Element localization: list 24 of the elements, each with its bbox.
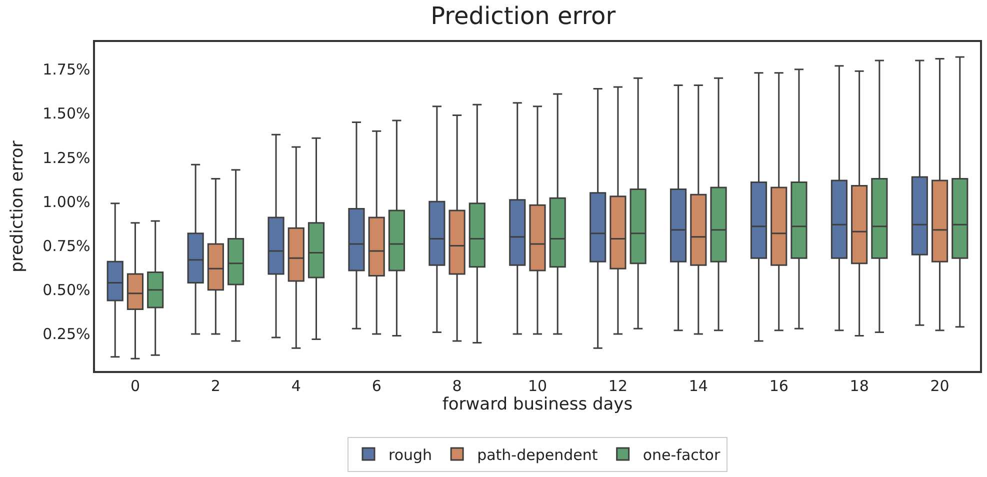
y-axis-title: prediction error — [8, 140, 28, 272]
y-tick-label: 0.25% — [42, 325, 90, 344]
x-tick-label: 6 — [372, 376, 382, 395]
x-tick-label: 8 — [452, 376, 462, 395]
chart-title: Prediction error — [430, 2, 616, 30]
y-tick-label: 1.50% — [42, 104, 90, 123]
x-axis-title: forward business days — [442, 394, 633, 415]
x-tick-label: 2 — [210, 376, 220, 395]
y-tick-label: 1.25% — [42, 148, 90, 167]
y-tick-label: 1.75% — [42, 60, 90, 79]
x-tick-label: 0 — [130, 376, 140, 395]
legend-label: path-dependent — [477, 446, 598, 464]
legend-label: one-factor — [642, 446, 721, 464]
x-tick-label: 16 — [769, 376, 788, 395]
legend-label: rough — [388, 446, 432, 464]
x-tick-label: 12 — [608, 376, 628, 395]
y-tick-label: 0.50% — [42, 281, 90, 300]
x-tick-label: 14 — [688, 376, 708, 395]
x-tick-label: 18 — [850, 376, 869, 395]
x-tick-label: 4 — [291, 376, 301, 395]
y-tick-label: 1.00% — [42, 192, 90, 211]
x-tick-label: 20 — [930, 376, 950, 395]
y-tick-label: 0.75% — [42, 237, 90, 255]
x-tick-label: 10 — [528, 376, 548, 395]
